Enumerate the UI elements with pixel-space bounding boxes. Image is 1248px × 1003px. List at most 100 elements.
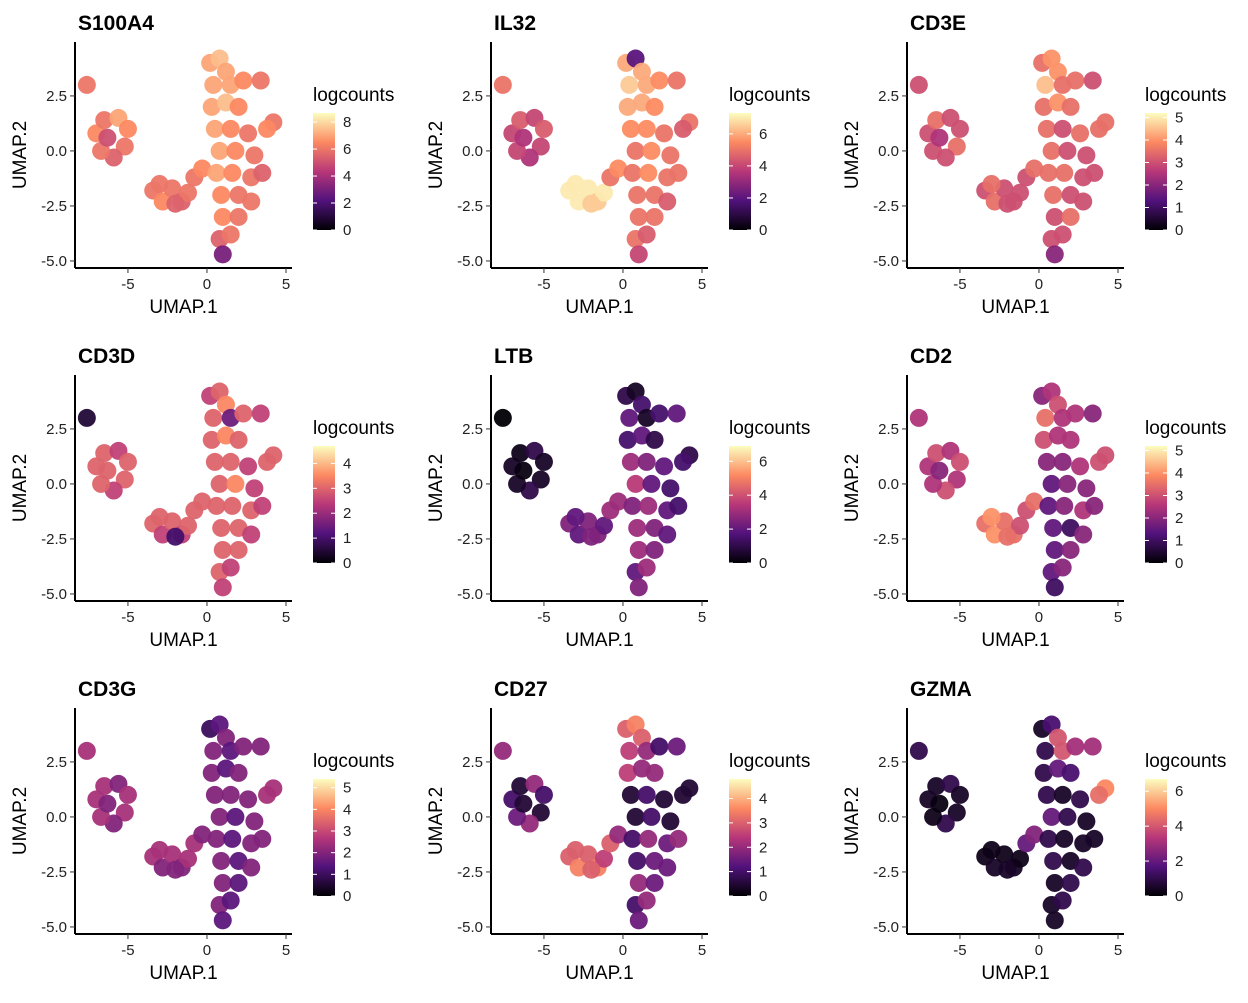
cell-point [213, 245, 232, 264]
y-tick-label: -2.5 [873, 864, 899, 881]
cell-point [674, 452, 693, 471]
panel-title: CD2 [910, 345, 952, 368]
cell-point [927, 111, 946, 130]
x-axis-label: UMAP.1 [981, 630, 1049, 651]
x-tick-label: -5 [537, 276, 550, 293]
cell-point [667, 404, 686, 423]
cell-point [258, 452, 277, 471]
cell-point [1085, 496, 1104, 515]
colorbar-tick-label: 0 [1175, 555, 1183, 572]
legend-title: logcounts [729, 418, 810, 439]
cell-point [193, 159, 212, 178]
panel-title: IL32 [494, 12, 536, 35]
colorbar-tick-label: 2 [1175, 510, 1183, 527]
colorbar [313, 446, 335, 563]
x-tick-label: -5 [953, 276, 966, 293]
cell-point [1036, 75, 1055, 94]
cell-point [204, 741, 223, 760]
cell-point [645, 763, 664, 782]
cell-point [1042, 474, 1061, 493]
colorbar-tick-label: 4 [1175, 132, 1183, 149]
cell-point [77, 75, 96, 94]
y-tick-label: 2.5 [878, 421, 899, 438]
x-tick-label: 5 [282, 942, 290, 959]
x-tick-label: 0 [619, 276, 627, 293]
y-tick-label: -2.5 [41, 198, 67, 215]
cell-point [1055, 829, 1074, 848]
cell-point [1053, 891, 1072, 910]
cell-point [204, 75, 223, 94]
cell-point [645, 540, 664, 559]
cell-point [982, 507, 1001, 526]
cell-point [193, 492, 212, 511]
colorbar-tick-label: 1 [759, 864, 767, 881]
cell-point [1042, 807, 1061, 826]
y-axis-label: UMAP.2 [842, 121, 863, 189]
colorbar-tick-label: 4 [759, 487, 767, 504]
cell-point [1074, 525, 1093, 544]
cell-point [229, 763, 248, 782]
cell-point [1039, 163, 1058, 182]
cell-point [95, 111, 114, 130]
cell-point [1061, 430, 1080, 449]
cell-point [667, 737, 686, 756]
colorbar-tick-label: 3 [343, 480, 351, 497]
y-tick-label: 0.0 [462, 809, 483, 826]
x-tick-label: -5 [121, 942, 134, 959]
colorbar [729, 113, 751, 230]
cell-point [210, 141, 229, 160]
x-tick-label: 0 [203, 942, 211, 959]
cell-point [229, 540, 248, 559]
cell-point [667, 71, 686, 90]
cell-point [534, 452, 553, 471]
cell-point [98, 461, 117, 480]
cell-point [930, 461, 949, 480]
y-tick-label: 2.5 [878, 754, 899, 771]
cell-point [623, 829, 642, 848]
colorbar-tick-label: 2 [759, 521, 767, 538]
colorbar-tick-label: 2 [759, 839, 767, 856]
cell-point [213, 873, 232, 892]
cell-point [239, 790, 258, 809]
cell-point [1044, 185, 1063, 204]
cell-point [95, 444, 114, 463]
cell-point [1025, 825, 1044, 844]
colorbar [313, 113, 335, 230]
cell-point [229, 430, 248, 449]
cell-point [212, 185, 231, 204]
cell-point [1053, 225, 1072, 244]
cell-point [582, 194, 601, 213]
colorbar [313, 779, 335, 896]
cell-point [511, 111, 530, 130]
y-axis-label: UMAP.2 [10, 787, 31, 855]
y-tick-label: -5.0 [41, 919, 67, 936]
cell-point [212, 851, 231, 870]
cell-point [213, 207, 232, 226]
panel: S100A4 -5 0 5 -5.0 -2.5 0.0 2.5 UMAP.1 UMAP.2 logc… [10, 12, 394, 318]
panel: CD3E -5 0 5 -5.0 -2.5 0.0 2.5 UMAP.1 UMAP.2 logcou… [842, 12, 1226, 318]
cell-point [1034, 97, 1053, 116]
cell-point [1025, 492, 1044, 511]
cell-point [629, 540, 648, 559]
cell-point [1037, 452, 1056, 471]
colorbar-tick-label: 6 [343, 141, 351, 158]
legend-title: logcounts [1145, 85, 1226, 106]
cell-point [645, 430, 664, 449]
cell-point [115, 803, 134, 822]
cell-point [207, 829, 226, 848]
y-tick-label: -5.0 [41, 586, 67, 603]
x-axis-label: UMAP.1 [981, 963, 1049, 984]
cell-point [620, 75, 639, 94]
cell-point [205, 452, 224, 471]
cell-point [626, 474, 645, 493]
cell-point [202, 97, 221, 116]
cell-point [674, 119, 693, 138]
cell-point [205, 785, 224, 804]
cell-point [150, 174, 169, 193]
colorbar-tick-label: 0 [759, 555, 767, 572]
cell-point [1045, 245, 1064, 264]
x-axis-label: UMAP.1 [149, 963, 217, 984]
cell-point [1053, 558, 1072, 577]
panel-title: LTB [494, 345, 533, 368]
cell-point [626, 141, 645, 160]
